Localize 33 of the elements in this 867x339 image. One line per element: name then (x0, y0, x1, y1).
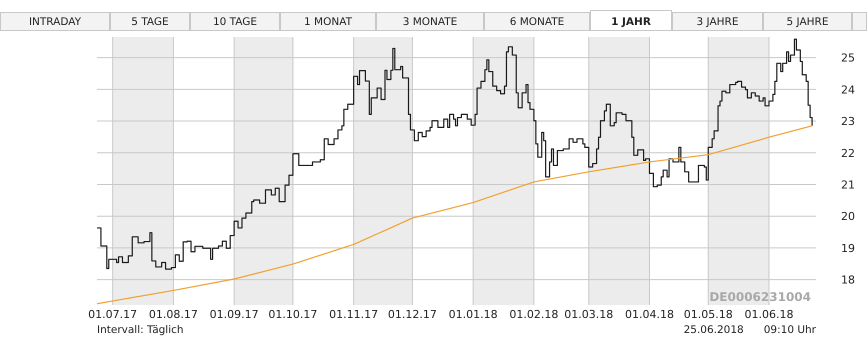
x-tick-label: 01.10.17 (268, 308, 318, 321)
x-tick-label: 01.03.18 (564, 308, 614, 321)
y-tick-label: 24 (841, 83, 855, 96)
text: 3 JAHRE (696, 16, 738, 28)
y-tick-label: 23 (841, 115, 855, 128)
x-tick-label: 01.07.17 (88, 308, 138, 321)
x-tick-label: 01.01.18 (448, 308, 498, 321)
y-tick-label: 21 (841, 178, 855, 192)
x-tick-label: 01.04.18 (624, 308, 674, 321)
line-series (96, 125, 813, 304)
text: 1 JAHR (611, 16, 651, 28)
y-tick-label: 22 (841, 146, 855, 160)
text: 3 MONATE (402, 16, 458, 28)
text: 10 TAGE (212, 16, 258, 28)
x-tick-label: 01.11.17 (329, 308, 378, 321)
text: 5 TAGE (131, 16, 169, 28)
x-tick-label: 01.09.17 (210, 308, 259, 321)
x-tick-label: 01.06.18 (744, 308, 794, 321)
text: 6 MONATE (510, 16, 564, 28)
x-tick-label: 01.08.17 (148, 308, 198, 321)
text: 25.06.2018 09:10 Uhr (684, 324, 817, 336)
x-tick-label: 01.02.18 (509, 308, 558, 321)
y-tick-label: 25 (841, 52, 855, 65)
y-tick-label: 18 (841, 274, 855, 287)
x-tick-label: 01.05.18 (684, 308, 733, 321)
x-tick-label: 01.12.17 (388, 308, 437, 321)
text: Intervall: Täglich (97, 324, 184, 336)
y-tick-label: 20 (841, 210, 855, 224)
text: 5 JAHRE (786, 16, 828, 28)
text: INTRADAY (28, 16, 82, 28)
y-tick-label: 19 (841, 242, 855, 255)
text: 1 MONAT (304, 16, 353, 28)
annotation: DE0006231004 (709, 290, 811, 304)
